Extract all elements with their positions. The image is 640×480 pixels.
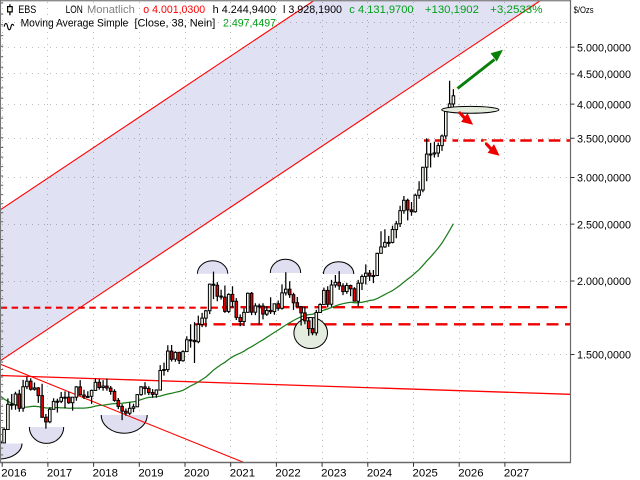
- svg-text:[Close, 38, Nein]: [Close, 38, Nein]: [135, 18, 216, 30]
- svg-text:+130,1902: +130,1902: [425, 4, 479, 16]
- svg-text:2018: 2018: [93, 467, 118, 479]
- svg-text:2019: 2019: [138, 467, 163, 479]
- svg-text:EBS: EBS: [18, 4, 36, 16]
- svg-text:2020: 2020: [184, 467, 209, 479]
- svg-text:2016: 2016: [1, 467, 26, 479]
- svg-text:2022: 2022: [275, 467, 300, 479]
- svg-text:1.500,0000: 1.500,0000: [577, 350, 631, 362]
- svg-text:LON: LON: [66, 4, 83, 16]
- svg-text:4.000,0000: 4.000,0000: [577, 99, 631, 111]
- svg-text:2.497,4497: 2.497,4497: [223, 18, 276, 30]
- svg-text:5.000,0000: 5.000,0000: [577, 42, 631, 54]
- svg-text:2017: 2017: [47, 467, 72, 479]
- svg-text:l 3.928,1900: l 3.928,1900: [283, 4, 342, 16]
- svg-text:h 4.244,9400: h 4.244,9400: [213, 4, 276, 16]
- svg-text:Moving Average Simple: Moving Average Simple: [21, 18, 129, 30]
- svg-text:3.000,0000: 3.000,0000: [577, 173, 631, 185]
- svg-text:4.500,0000: 4.500,0000: [577, 69, 631, 81]
- svg-text:o 4.001,0300: o 4.001,0300: [143, 4, 205, 16]
- svg-text:2.000,0000: 2.000,0000: [577, 276, 631, 288]
- svg-text:2027: 2027: [504, 467, 529, 479]
- svg-text:+3,2533%: +3,2533%: [490, 4, 543, 16]
- svg-text:2023: 2023: [321, 467, 346, 479]
- svg-text:3.500,0000: 3.500,0000: [577, 133, 631, 145]
- svg-text:2024: 2024: [367, 467, 392, 479]
- svg-text:Monatlich: Monatlich: [87, 4, 135, 16]
- svg-text:2026: 2026: [458, 467, 483, 479]
- svg-text:2.500,0000: 2.500,0000: [577, 219, 631, 231]
- svg-text:c 4.131,9700: c 4.131,9700: [349, 4, 413, 16]
- svg-text:$/Ozs: $/Ozs: [574, 5, 594, 15]
- svg-text:2025: 2025: [413, 467, 438, 479]
- svg-text:2021: 2021: [230, 467, 255, 479]
